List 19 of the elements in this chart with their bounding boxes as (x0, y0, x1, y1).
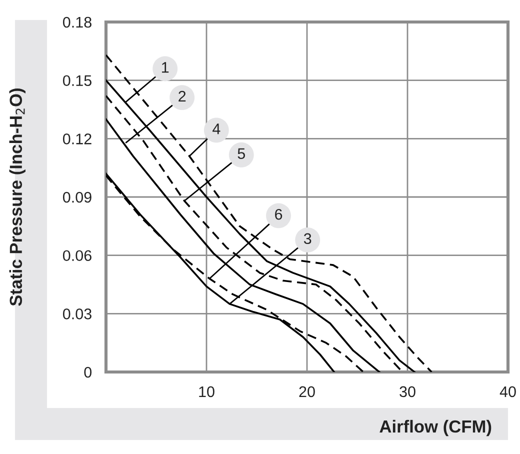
annotation: 2 (178, 90, 186, 102)
annotation: 3 (304, 233, 312, 244)
y-axis-title: Static Pressure (Inch-H$_{2}$O) (9, 88, 26, 306)
x-tick-label: 40 (500, 386, 516, 398)
y-tick-label: 0 (84, 366, 92, 378)
annotation: 4 (212, 124, 220, 134)
y-tick-label: 0.09 (62, 192, 92, 203)
x-tick-label: 20 (299, 386, 315, 398)
x-tick-label: 30 (400, 386, 416, 398)
annotation: 5 (238, 148, 245, 159)
annotation: 1 (162, 62, 169, 73)
x-tick-label: 10 (199, 386, 214, 398)
x-axis-title: Airflow (CFM) (380, 420, 492, 436)
y-tick-label: 0.18 (62, 16, 92, 28)
y-tick-label: 0.06 (62, 250, 92, 262)
y-tick-label: 0.15 (62, 75, 92, 86)
y-tick-label: 0.12 (62, 134, 92, 144)
annotation: 6 (275, 208, 282, 220)
y-tick-label: 0.03 (62, 308, 92, 320)
